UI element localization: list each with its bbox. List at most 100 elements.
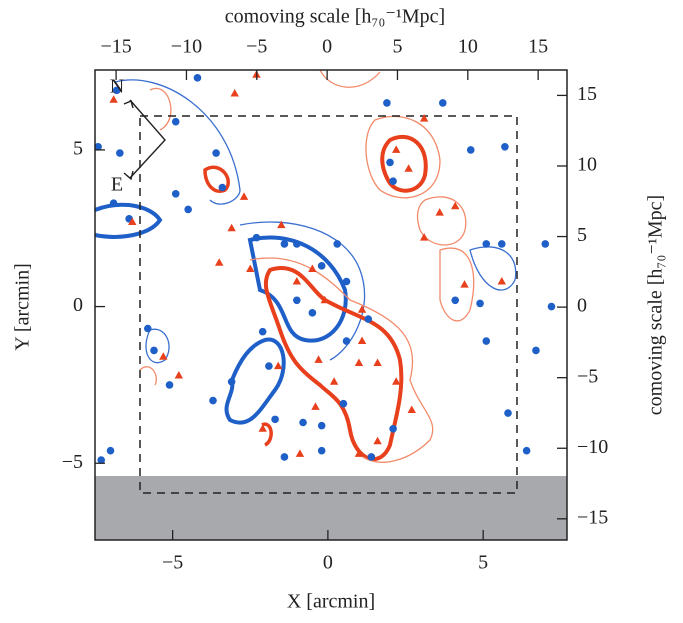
- triangle-point: [274, 361, 283, 370]
- triangle-point: [128, 217, 137, 225]
- triangle-point: [354, 449, 364, 457]
- triangle-point: [407, 405, 416, 413]
- circle-point: [383, 99, 391, 107]
- triangle-point: [308, 264, 317, 272]
- triangle-point: [239, 192, 249, 200]
- triangle-point: [109, 95, 118, 103]
- compass-arrows: [129, 99, 166, 179]
- x-axis-label: X [arcmin]: [287, 591, 375, 613]
- plot-frame: [94, 69, 568, 541]
- y2-axis-label: comoving scale [h₇₀⁻¹Mpc]: [645, 195, 667, 415]
- circle-point: [143, 324, 152, 333]
- triangle-point: [329, 377, 339, 385]
- circle-point: [386, 158, 394, 167]
- circle-point: [171, 189, 180, 198]
- circle-point: [504, 409, 512, 417]
- circle-point: [367, 453, 376, 461]
- circle-point: [293, 240, 301, 248]
- circle-point: [342, 277, 351, 286]
- contour: [114, 79, 517, 364]
- circle-point: [218, 183, 227, 192]
- circle-point: [317, 446, 326, 455]
- circle-point: [389, 177, 397, 186]
- circle-point: [184, 205, 192, 214]
- y-tick-label: −5: [62, 451, 83, 473]
- y2-tick-label: −15: [577, 506, 608, 528]
- triangle-point: [435, 208, 444, 216]
- circle-point: [541, 240, 550, 248]
- triangle-point: [392, 377, 401, 385]
- circle-point: [333, 240, 342, 248]
- circle-point: [94, 142, 102, 151]
- compass-north: N: [110, 76, 124, 98]
- triangle-point: [357, 336, 367, 345]
- x2-tick-label: 15: [528, 36, 548, 58]
- x-tick-label: −5: [162, 552, 183, 574]
- triangle-point: [357, 305, 367, 313]
- x2-tick-label: 5: [392, 36, 402, 58]
- data-marks: [94, 70, 556, 464]
- circle-point: [438, 99, 447, 107]
- circle-point: [364, 315, 373, 323]
- circle-point: [293, 296, 301, 305]
- x2-tick-label: −5: [246, 36, 267, 58]
- triangle-point: [277, 220, 286, 229]
- x2-tick-label: 10: [458, 36, 478, 58]
- circle-point: [212, 149, 220, 157]
- circle-point: [482, 337, 491, 345]
- circle-point: [209, 396, 217, 405]
- contour: [224, 337, 286, 425]
- y2-tick-label: 5: [577, 224, 587, 246]
- circle-point: [522, 446, 531, 455]
- circle-point: [451, 296, 460, 305]
- circle-point: [258, 327, 267, 336]
- y2-tick-label: 10: [577, 154, 597, 176]
- contour: [247, 235, 348, 343]
- contours: [94, 69, 517, 463]
- contour: [139, 69, 475, 463]
- circle-point: [389, 424, 397, 433]
- circle-point: [150, 346, 158, 355]
- triangle-point: [227, 223, 236, 232]
- circle-point: [317, 421, 326, 430]
- triangle-point: [451, 201, 460, 210]
- x2-axis-label: comoving scale [h₇₀⁻¹Mpc]: [225, 6, 445, 28]
- arrowheads: [123, 100, 134, 181]
- circle-point: [466, 146, 475, 154]
- triangle-point: [373, 436, 382, 445]
- y2-tick-label: 0: [577, 295, 587, 317]
- y-axis-label: Y [arcmin]: [12, 263, 34, 351]
- circle-point: [532, 346, 540, 355]
- circle-point: [271, 415, 279, 424]
- circle-point: [97, 456, 106, 464]
- circle-point: [308, 309, 317, 317]
- circle-point: [317, 262, 326, 270]
- compass: [123, 99, 166, 181]
- triangle-point: [497, 277, 506, 285]
- x-tick-label: 5: [478, 552, 488, 574]
- circle-point: [280, 240, 289, 248]
- x-tick-label: 0: [323, 552, 333, 574]
- y2-tick-label: −5: [577, 365, 598, 387]
- circle-point: [265, 362, 273, 370]
- triangle-point: [314, 355, 323, 363]
- triangle-point: [174, 371, 184, 379]
- triangle-point: [373, 358, 382, 366]
- triangle-point: [404, 164, 413, 172]
- circle-point: [193, 74, 202, 82]
- circle-point: [482, 240, 491, 248]
- triangle-point: [295, 449, 305, 457]
- y2-tick-label: −10: [577, 436, 608, 458]
- contour: [263, 266, 404, 462]
- triangle-point: [419, 233, 429, 241]
- circle-point: [299, 418, 307, 427]
- x2-tick-label: 0: [322, 36, 332, 58]
- circle-point: [339, 399, 348, 408]
- circle-point: [547, 302, 556, 311]
- triangle-point: [292, 277, 302, 285]
- circle-point: [252, 233, 261, 242]
- circle-point: [342, 337, 351, 345]
- triangle-point: [419, 114, 429, 122]
- circle-point: [106, 446, 115, 455]
